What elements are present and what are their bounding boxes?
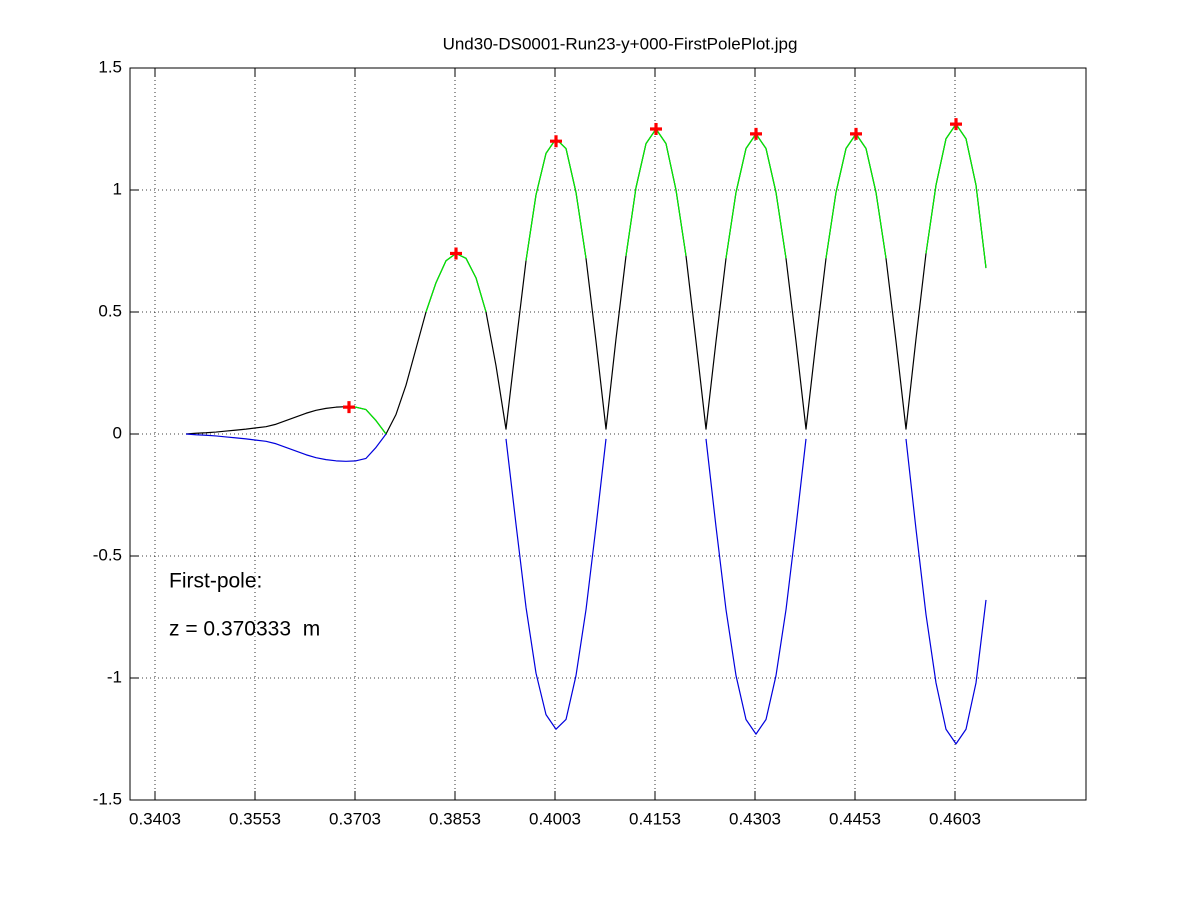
- chart-title: Und30-DS0001-Run23-y+000-FirstPolePlot.j…: [443, 34, 798, 53]
- peak-marker: [850, 127, 862, 140]
- peak-marker: [750, 127, 762, 140]
- y-tick-label: 1: [113, 179, 122, 198]
- annotation: First-pole:: [169, 570, 262, 593]
- x-tick-label: 0.4003: [529, 809, 581, 828]
- y-tick-label: -1: [107, 667, 122, 686]
- x-tick-label: 0.3553: [229, 809, 281, 828]
- x-tick-label: 0.4603: [929, 809, 981, 828]
- peak-marker: [550, 135, 562, 148]
- markers: [343, 118, 962, 414]
- y-tick-label: 1.5: [98, 57, 122, 76]
- x-tick-label: 0.3403: [129, 809, 181, 828]
- x-tick-label: 0.3703: [329, 809, 381, 828]
- plot-frame: [129, 67, 1087, 801]
- x-tick-label: 0.4153: [629, 809, 681, 828]
- y-tick-label: -1.5: [93, 789, 122, 808]
- x-tick-label: 0.4303: [729, 809, 781, 828]
- x-tick-label: 0.4453: [829, 809, 881, 828]
- peak-marker: [450, 247, 462, 260]
- y-tick-label: 0: [113, 423, 122, 442]
- y-tick-label: -0.5: [93, 545, 122, 564]
- peak-marker: [650, 123, 662, 135]
- peak-marker: [950, 118, 962, 131]
- y-tick-label: 0.5: [98, 301, 122, 320]
- series-line: [185, 433, 987, 745]
- annotation: z = 0.370333 m: [169, 618, 320, 641]
- peak-marker: [343, 401, 355, 414]
- x-tick-label: 0.3853: [429, 809, 481, 828]
